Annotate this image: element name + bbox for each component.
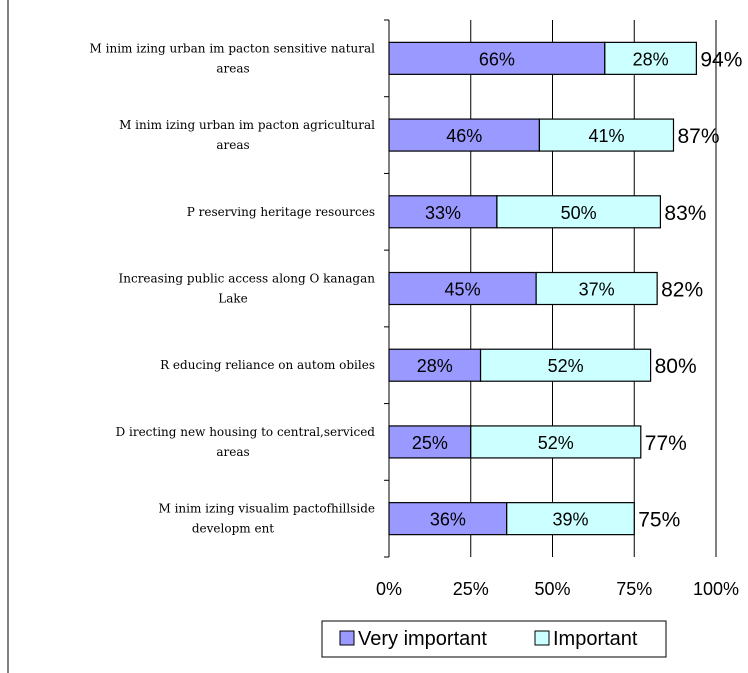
legend-swatch <box>534 630 550 646</box>
legend-swatch <box>339 630 355 646</box>
category-label: M inim izing visualim pactofhillside <box>158 502 375 516</box>
bar-important <box>479 348 652 382</box>
category-label: M inim izing urban im pacton agricultura… <box>119 118 375 132</box>
bar-important <box>538 118 675 152</box>
total-label: 82% <box>661 279 703 302</box>
bars: 66% 28% 46% 41% 33% 50% 45% 37% 28% 52% 25% 52% 36% 3… <box>388 41 697 536</box>
bar-important <box>470 425 642 459</box>
category-label: areas <box>216 138 249 152</box>
bar-value-label: 28% <box>633 49 669 69</box>
category-label: M inim izing urban im pacton sensitive n… <box>90 41 376 55</box>
category-label: P reserving heritage resources <box>187 205 375 219</box>
bar-value-label: 39% <box>552 510 588 530</box>
bar-value-label: 37% <box>579 280 615 300</box>
category-label: D irecting new housing to central,servic… <box>116 425 376 439</box>
bar-value-label: 46% <box>446 126 482 146</box>
legend-box <box>321 620 667 658</box>
total-label: 87% <box>677 125 719 148</box>
bar-value-label: 36% <box>430 510 466 530</box>
x-tick-labels: 0% 25% 50% 75% 100% <box>376 579 739 599</box>
bar-value-label: 50% <box>561 203 597 223</box>
bar-value-label: 33% <box>425 203 461 223</box>
bar-value-label: 52% <box>538 433 574 453</box>
total-label: 94% <box>700 48 742 71</box>
category-label: Lake <box>218 292 248 306</box>
bar-very-important <box>388 502 508 536</box>
bar-important <box>496 195 662 229</box>
category-label: R educing reliance on autom obiles <box>160 358 375 372</box>
bar-value-label: 66% <box>479 49 515 69</box>
bar-value-label: 28% <box>417 356 453 376</box>
x-tick-label: 100% <box>693 579 739 599</box>
bar-value-label: 45% <box>445 280 481 300</box>
category-label: areas <box>216 61 249 75</box>
bar-value-label: 25% <box>412 433 448 453</box>
total-label: 83% <box>664 202 706 225</box>
axes <box>7 0 390 673</box>
x-tick-label: 25% <box>453 579 489 599</box>
x-tick-label: 75% <box>616 579 652 599</box>
category-label: developm ent <box>192 522 274 536</box>
legend-label: Very important <box>358 628 487 650</box>
category-label: Increasing public access along O kanagan <box>119 272 376 286</box>
x-tick-label: 0% <box>376 579 402 599</box>
total-label: 80% <box>655 355 697 378</box>
category-labels: M inim izing urban im pacton sensitive n… <box>90 41 376 535</box>
bar-very-important <box>388 425 472 459</box>
bar-important <box>535 271 658 306</box>
bar-very-important <box>388 118 541 152</box>
total-label: 75% <box>638 509 680 532</box>
total-labels: 94% 87% 83% 82% 80% 77% 75% <box>638 48 742 531</box>
bar-important <box>604 41 697 75</box>
legend-label: Important <box>553 628 638 650</box>
bar-value-label: 52% <box>548 356 584 376</box>
legend: Very important Important <box>321 620 667 658</box>
total-label: 77% <box>645 432 687 455</box>
bar-value-label: 41% <box>588 126 624 146</box>
bar-important <box>506 502 635 536</box>
category-label: areas <box>216 445 249 459</box>
x-tick-label: 50% <box>534 579 570 599</box>
bar-very-important <box>388 271 537 306</box>
